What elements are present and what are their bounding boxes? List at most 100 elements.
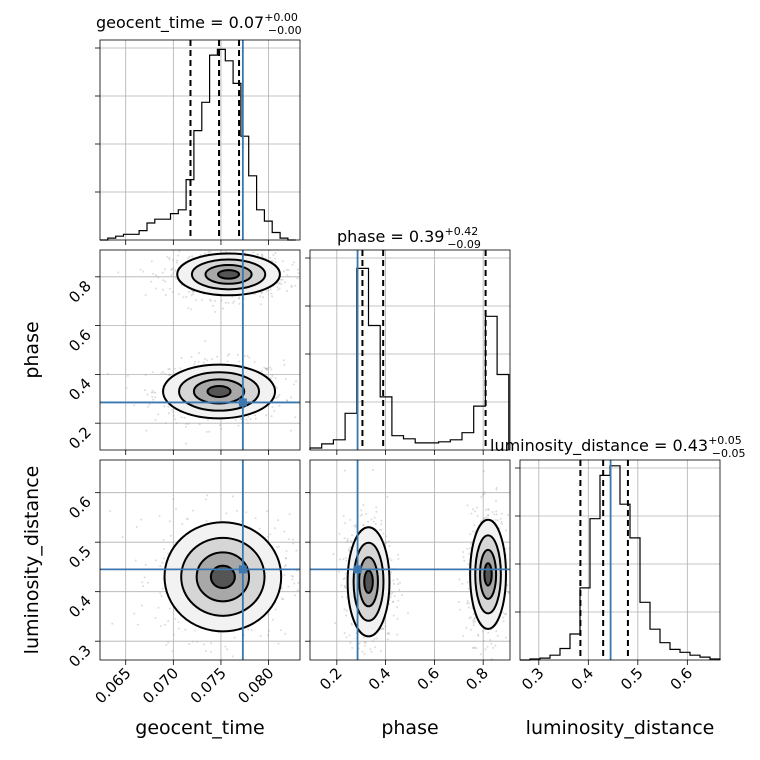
sample-point [172,410,175,413]
sample-point [505,529,508,532]
sample-point [210,642,213,645]
sample-point [162,279,165,282]
scatter-geocent_time-luminosity_distance-truth-point [238,565,247,574]
sample-point [290,429,292,432]
sample-point [468,617,471,620]
sample-point [288,513,291,516]
sample-point [294,416,297,419]
sample-point [161,561,164,564]
sample-point [380,519,383,522]
sample-point [344,522,346,525]
sample-point [297,272,300,275]
sample-point [150,260,153,263]
sample-point [355,524,357,527]
sample-point [269,256,271,259]
sample-point [267,535,269,538]
sample-point [145,429,148,432]
sample-point [204,650,207,652]
sample-point [293,383,295,386]
sample-point [181,523,184,526]
sample-point [197,360,200,363]
sample-point [271,374,274,377]
sample-point [205,520,208,522]
sample-point [500,512,503,515]
sample-point [473,617,476,620]
sample-point [280,283,283,286]
sample-point [392,614,395,617]
sample-point [192,293,195,295]
sample-point [154,396,157,399]
sample-point [472,624,475,627]
sample-point [264,367,267,370]
sample-point [270,259,273,262]
sample-point [185,425,187,428]
xtick-label-geocent_time: 0.075 [187,664,230,707]
sample-point [267,613,270,616]
sample-point [208,430,211,433]
sample-point [277,642,280,645]
sample-point [253,293,256,296]
sample-point [237,424,240,427]
sample-point [190,355,193,358]
sample-point [270,292,273,295]
sample-point [267,629,270,632]
sample-point [158,514,161,517]
sample-point [180,357,183,360]
sample-point [282,270,285,273]
sample-point [188,643,191,646]
sample-point [407,612,409,614]
scatter-phase-luminosity_distance-frame [309,459,511,661]
sample-point [305,421,307,423]
sample-point [380,627,383,630]
sample-point [136,623,139,626]
sample-point [388,557,391,560]
contour-line [209,564,236,589]
sample-point [286,400,289,402]
contour-line [358,556,379,608]
sample-point [277,288,279,291]
sample-point [207,250,210,253]
sample-point [225,512,228,515]
xtick-label-luminosity_distance: 0.6 [667,664,697,694]
sample-point [168,258,171,261]
sample-point [345,614,348,617]
sample-point [388,545,391,547]
sample-point [227,301,230,304]
sample-point [380,528,383,531]
sample-point [483,491,486,494]
sample-point [473,524,476,527]
sample-point [350,622,353,625]
ytick-label-phase: 0.8 [65,277,95,307]
sample-point [178,250,181,253]
sample-point [349,546,352,549]
sample-point [271,260,274,263]
sample-point [285,399,288,402]
sample-point [305,259,307,261]
sample-point [256,253,259,256]
sample-point [389,596,392,599]
sample-point [161,587,164,590]
sample-point [201,298,203,301]
sample-point [345,559,348,562]
sample-point [167,374,170,376]
sample-point [301,544,303,546]
sample-point [386,495,389,498]
contour-line [206,384,232,398]
sample-point [266,367,269,370]
sample-point [307,395,309,397]
sample-point [387,632,390,634]
sample-point [375,510,378,513]
sample-point [339,558,342,561]
sample-point [247,628,250,631]
sample-point [150,280,153,283]
sample-point [351,623,353,626]
sample-point [507,591,510,594]
sample-point [472,619,475,622]
sample-point [467,563,470,566]
sample-point [164,280,167,283]
sample-point [375,506,378,509]
sample-point [157,276,160,279]
hist-phase-grid [310,250,510,450]
sample-point [510,603,512,605]
sample-point [106,372,109,375]
